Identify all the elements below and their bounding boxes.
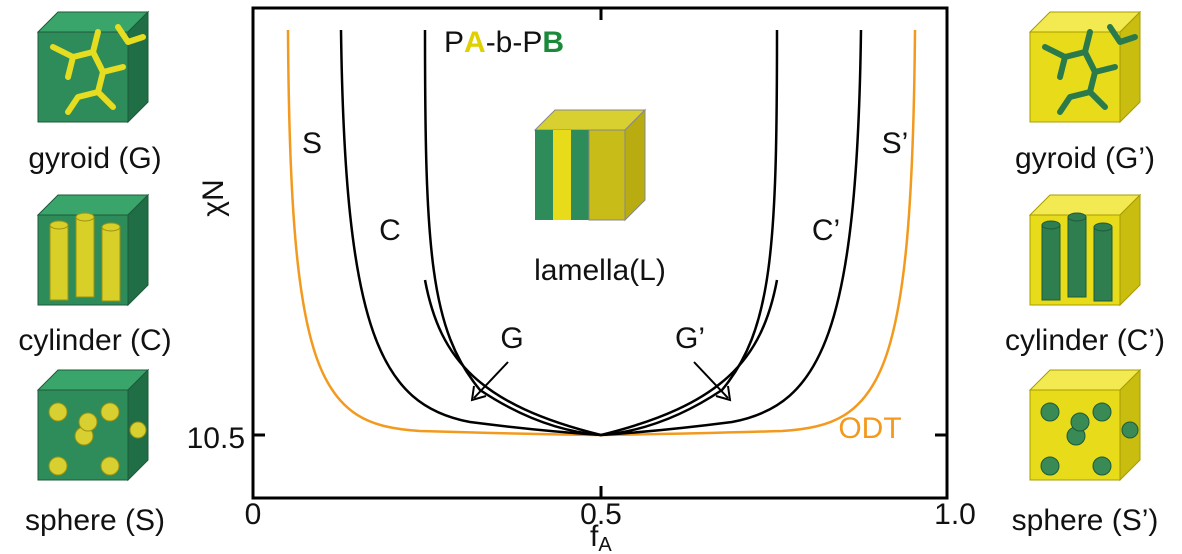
gyroid-boundary: [425, 280, 777, 435]
title-part: P: [444, 26, 464, 59]
region-label: G’: [675, 322, 705, 355]
y-axis-label: χN: [197, 179, 230, 216]
region-label: C’: [812, 214, 840, 247]
region-label: S: [302, 127, 322, 160]
x-tick-label: 0.5: [580, 498, 622, 531]
sphere-cube: [1030, 370, 1140, 480]
structure-label: gyroid (G’): [1015, 142, 1155, 175]
gyroid-cube: [38, 12, 148, 122]
title: PA-b-PB: [444, 26, 564, 59]
region-label: lamella(L): [534, 254, 666, 287]
cylinder-lamella-boundary: [425, 30, 777, 435]
figure: gyroid (G) cylinder (C) sphere (S) gyroi…: [0, 0, 1182, 554]
x-tick-label: 1.0: [934, 498, 976, 531]
odt-label: ODT: [838, 412, 901, 445]
structure-label: sphere (S): [25, 504, 165, 537]
structure-label: sphere (S’): [1012, 504, 1159, 537]
x-tick-label: 0: [245, 498, 262, 531]
region-label: S’: [882, 127, 909, 160]
title-part: B: [542, 26, 564, 59]
structure-label: gyroid (G): [28, 142, 161, 175]
lamella-cube: [535, 110, 645, 220]
region-label: G: [500, 322, 523, 355]
structure-label: cylinder (C): [18, 324, 171, 357]
structure-label: cylinder (C’): [1005, 324, 1165, 357]
cylinder-cube: [1030, 195, 1140, 305]
sphere-cube: [38, 370, 148, 480]
title-part: -b-P: [486, 26, 543, 59]
gyroid-cube: [1030, 12, 1140, 122]
sphere-cylinder-boundary: [341, 30, 861, 435]
x-axis-label-sub: A: [598, 534, 612, 554]
title-part: A: [464, 26, 486, 59]
cylinder-cube: [38, 195, 148, 305]
y-tick-label: 10.5: [187, 422, 245, 455]
region-label: C: [379, 214, 401, 247]
